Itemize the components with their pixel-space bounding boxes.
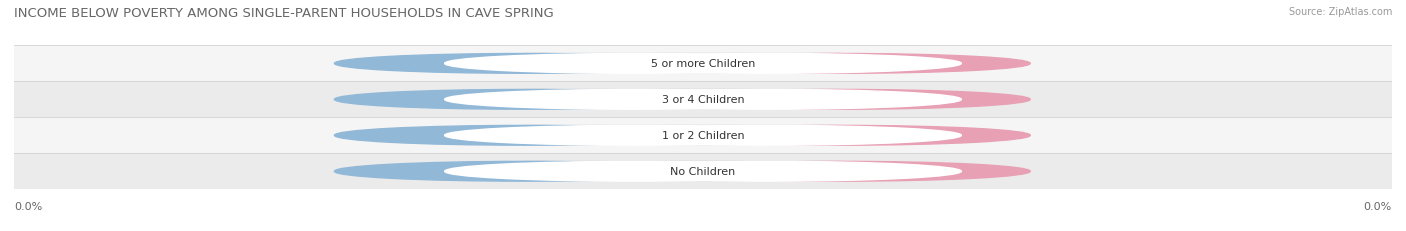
Text: 0.0%: 0.0%	[565, 131, 592, 141]
Bar	[524, 90, 634, 110]
Text: 1 or 2 Children: 1 or 2 Children	[662, 131, 744, 141]
Text: 0.0%: 0.0%	[565, 95, 592, 105]
Bar	[524, 126, 841, 146]
Circle shape	[335, 162, 713, 181]
Circle shape	[582, 126, 962, 146]
Text: 3 or 4 Children: 3 or 4 Children	[662, 95, 744, 105]
Text: No Children: No Children	[671, 167, 735, 176]
Bar	[14, 82, 1392, 118]
Circle shape	[582, 90, 962, 110]
Circle shape	[444, 126, 824, 146]
Circle shape	[582, 54, 962, 74]
Bar	[524, 126, 634, 146]
Circle shape	[651, 162, 1031, 181]
Bar	[524, 162, 634, 181]
Bar	[524, 54, 634, 74]
Bar	[14, 154, 1392, 189]
Circle shape	[444, 162, 824, 181]
Bar	[772, 126, 841, 146]
Circle shape	[335, 90, 713, 110]
Text: 0.0%: 0.0%	[793, 59, 820, 69]
Bar	[772, 162, 841, 181]
Text: Source: ZipAtlas.com: Source: ZipAtlas.com	[1288, 7, 1392, 17]
Text: 0.0%: 0.0%	[793, 131, 820, 141]
Circle shape	[582, 162, 962, 181]
Circle shape	[651, 126, 1031, 146]
Circle shape	[651, 90, 1031, 110]
Text: 0.0%: 0.0%	[14, 201, 42, 211]
Text: 0.0%: 0.0%	[565, 167, 592, 176]
Bar	[524, 54, 841, 74]
Circle shape	[335, 54, 713, 74]
Text: 5 or more Children: 5 or more Children	[651, 59, 755, 69]
Bar	[14, 46, 1392, 82]
Circle shape	[651, 54, 1031, 74]
Text: 0.0%: 0.0%	[565, 59, 592, 69]
Bar	[772, 90, 841, 110]
Circle shape	[444, 90, 824, 110]
Bar	[524, 162, 841, 181]
Text: 0.0%: 0.0%	[1364, 201, 1392, 211]
Circle shape	[444, 54, 824, 74]
Circle shape	[335, 126, 713, 146]
Bar	[772, 54, 841, 74]
Bar	[14, 118, 1392, 154]
Text: 0.0%: 0.0%	[793, 167, 820, 176]
Text: 0.0%: 0.0%	[793, 95, 820, 105]
Text: INCOME BELOW POVERTY AMONG SINGLE-PARENT HOUSEHOLDS IN CAVE SPRING: INCOME BELOW POVERTY AMONG SINGLE-PARENT…	[14, 7, 554, 20]
Bar	[524, 90, 841, 110]
